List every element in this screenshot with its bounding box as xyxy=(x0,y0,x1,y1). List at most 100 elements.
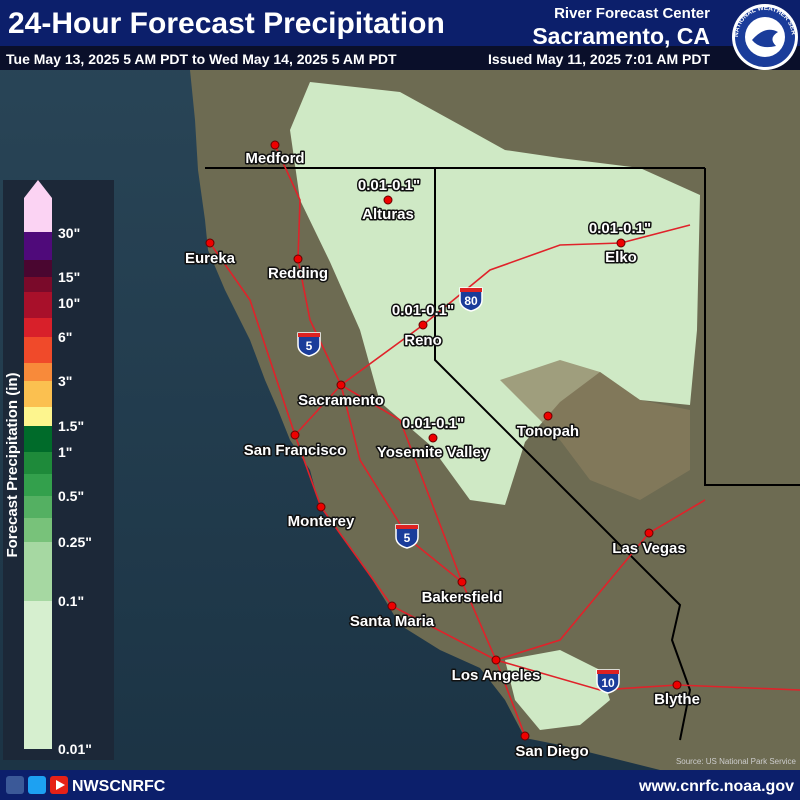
amount-label: 0.01-0.1" xyxy=(358,177,420,194)
legend-label: 30" xyxy=(58,225,80,241)
city-dot xyxy=(418,320,428,330)
legend-label: 1.5" xyxy=(58,418,84,434)
legend-label: 15" xyxy=(58,269,80,285)
city-label: Tonopah xyxy=(517,423,579,440)
city-label: Medford xyxy=(245,150,304,167)
title: 24-Hour Forecast Precipitation xyxy=(8,7,445,40)
amount-label: 0.01-0.1" xyxy=(402,415,464,432)
legend-label: 3" xyxy=(58,373,72,389)
legend-label: 6" xyxy=(58,329,72,345)
shield-number: 80 xyxy=(464,294,478,308)
source: Source: US National Park Service xyxy=(676,757,797,766)
legend-swatch xyxy=(24,474,52,496)
legend-swatch xyxy=(24,381,52,407)
cities: Medford Eureka Redding Alturas Reno Elko Sacra… xyxy=(183,140,701,762)
city-label: Monterey xyxy=(288,513,355,530)
city-dot xyxy=(428,433,438,443)
legend-panel xyxy=(3,180,114,760)
city-dot xyxy=(520,731,530,741)
legend-swatch xyxy=(24,407,52,426)
footer-handle[interactable]: NWSCNRFC xyxy=(72,778,166,795)
dry-area xyxy=(500,360,690,500)
interstate-shield xyxy=(596,669,620,694)
city-dot xyxy=(205,238,215,248)
city-dot xyxy=(316,502,326,512)
interstate-shield xyxy=(459,287,483,312)
city-label: Las Vegas xyxy=(612,540,685,557)
city-dot xyxy=(383,195,393,205)
legend-label: 10" xyxy=(58,295,80,311)
shield-top xyxy=(597,670,619,674)
city-label: Los Angeles xyxy=(452,667,541,684)
center-line1: River Forecast Center xyxy=(554,5,710,22)
logo-mark xyxy=(752,29,778,48)
shield-number: 5 xyxy=(306,339,313,353)
legend-swatch xyxy=(24,363,52,381)
amount-label: 0.01-0.1" xyxy=(392,302,454,319)
footer-bar xyxy=(0,770,800,800)
shield-top xyxy=(396,525,418,529)
interstate-shield xyxy=(395,524,419,549)
shield-number: 10 xyxy=(601,676,615,690)
legend-arrow xyxy=(24,180,52,198)
legend-label: 0.1" xyxy=(58,593,84,609)
footer-url[interactable]: www.cnrfc.noaa.gov xyxy=(638,778,794,795)
shield-top xyxy=(298,333,320,337)
precip-area xyxy=(290,82,700,505)
legend-swatch xyxy=(24,292,52,318)
city-label: Blythe xyxy=(654,691,700,708)
city-label: San Diego xyxy=(515,743,588,760)
legend-swatch xyxy=(24,452,52,474)
legend-label: 0.5" xyxy=(58,488,84,504)
issued: Issued May 11, 2025 7:01 AM PDT xyxy=(488,51,710,67)
city-dot xyxy=(336,380,346,390)
legend-swatch xyxy=(24,496,52,518)
city-dot xyxy=(616,238,626,248)
legend-swatch xyxy=(24,277,52,292)
shield-top xyxy=(460,288,482,292)
city-dot xyxy=(290,430,300,440)
legend-swatch xyxy=(24,232,52,260)
city-dot xyxy=(644,528,654,538)
legend-swatch xyxy=(24,518,52,542)
amount-label: 0.01-0.1" xyxy=(589,220,651,237)
legend-swatch xyxy=(24,260,52,277)
legend-swatch xyxy=(24,426,52,452)
city-label: Reno xyxy=(404,332,442,349)
legend-label: 0.25" xyxy=(58,534,92,550)
legend-swatch xyxy=(24,318,52,337)
legend-label: 1" xyxy=(58,444,72,460)
period: Tue May 13, 2025 5 AM PDT to Wed May 14,… xyxy=(6,51,397,67)
interstate-shield xyxy=(297,332,321,357)
legend-swatch xyxy=(24,337,52,363)
city-label: Alturas xyxy=(362,206,414,223)
legend-title: Forecast Precipitation (in) xyxy=(4,372,21,557)
city-label: San Francisco xyxy=(244,442,347,459)
city-label: Elko xyxy=(605,249,637,266)
facebook-icon[interactable] xyxy=(6,776,24,794)
city-label: Bakersfield xyxy=(422,589,503,606)
youtube-play xyxy=(56,780,65,790)
legend-swatch xyxy=(24,601,52,749)
legend-swatch xyxy=(24,542,52,601)
state-borders xyxy=(205,167,800,741)
legend: 30" 15" 10" 6" 3" 1.5" 1" 0.5" 0.25" 0.1" 0.01" For… xyxy=(4,180,92,757)
city-label: Redding xyxy=(268,265,328,282)
city-dot xyxy=(387,601,397,611)
shield-number: 5 xyxy=(404,531,411,545)
city-label: Santa Maria xyxy=(350,613,435,630)
city-dot xyxy=(293,254,303,264)
period-bar xyxy=(0,46,800,70)
city-dot xyxy=(270,140,280,150)
legend-swatch xyxy=(24,198,52,232)
twitter-icon[interactable] xyxy=(28,776,46,794)
legend-label: 0.01" xyxy=(58,741,92,757)
center-line2: Sacramento, CA xyxy=(532,23,710,49)
city-label: Eureka xyxy=(185,250,236,267)
city-dot xyxy=(491,655,501,665)
city-dot xyxy=(457,577,467,587)
city-dot xyxy=(672,680,682,690)
city-label: Yosemite Valley xyxy=(377,444,490,461)
city-dot xyxy=(543,411,553,421)
